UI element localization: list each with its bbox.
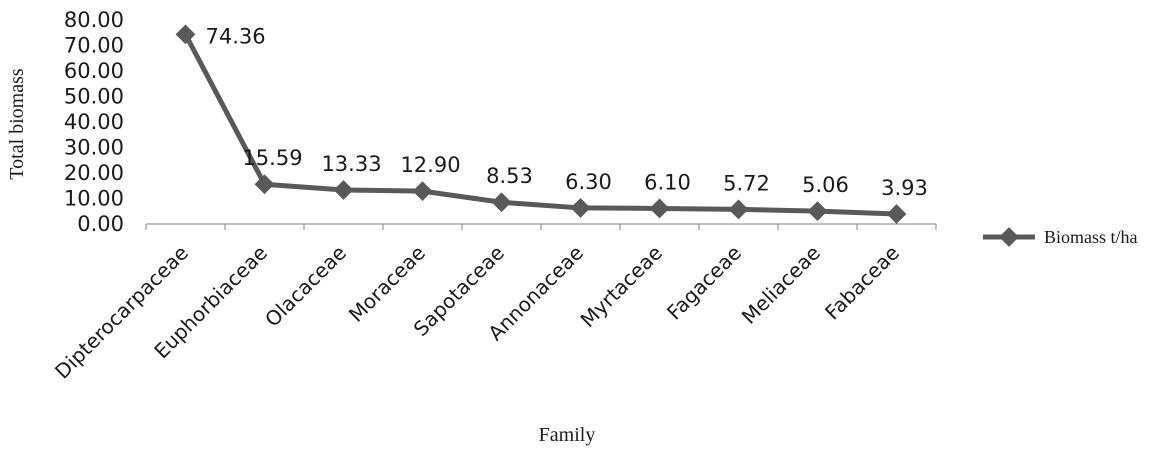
data-label: 5.06 [802, 173, 849, 197]
data-point-marker [649, 198, 670, 219]
data-label: 6.10 [644, 170, 691, 194]
y-tick-label: 50.00 [64, 85, 124, 109]
x-tick-label: Meliaceae [737, 241, 825, 329]
y-tick-label: 40.00 [64, 110, 124, 134]
legend-label: Biomass t/ha [1044, 227, 1138, 247]
x-tick-label: Olacaceae [260, 241, 351, 332]
legend: Biomass t/ha [983, 227, 1138, 247]
data-point-marker [807, 201, 828, 221]
data-label: 6.30 [565, 170, 612, 194]
data-point-marker [491, 192, 512, 213]
y-axis-ticks: 0.0010.0020.0030.0040.0050.0060.0070.008… [64, 8, 124, 236]
y-tick-label: 0.00 [77, 212, 124, 236]
data-point-marker [570, 198, 591, 218]
data-label: 5.72 [723, 171, 770, 195]
x-tick-label: Fabaceae [820, 241, 904, 325]
data-label: 8.53 [486, 164, 533, 188]
series-layer [175, 24, 907, 224]
data-point-marker [886, 204, 907, 224]
data-label: 13.33 [321, 152, 381, 176]
data-point-marker [254, 174, 275, 195]
data-point-marker [412, 181, 433, 202]
data-label: 15.59 [242, 146, 302, 170]
data-point-marker [728, 199, 749, 220]
x-tick-label: Dipterocarpaceae [50, 241, 193, 384]
data-point-marker [175, 24, 196, 45]
y-tick-label: 30.00 [64, 136, 124, 160]
y-axis-title: Total biomass [6, 68, 28, 180]
y-tick-label: 10.00 [64, 187, 124, 211]
series-line [183, 33, 897, 217]
data-point-marker [333, 180, 354, 200]
x-tick-label: Moraceae [344, 241, 430, 327]
data-label: 12.90 [400, 153, 460, 177]
y-tick-label: 70.00 [64, 34, 124, 58]
x-axis-ticks: DipterocarpaceaeEuphorbiaceaeOlacaceaeMo… [50, 224, 937, 384]
data-labels: 74.36 15.59 13.33 12.90 8.53 6.30 6.10 5.72 5.06… [206, 24, 928, 200]
x-tick-label: Fagaceae [662, 241, 746, 325]
y-tick-label: 20.00 [64, 161, 124, 185]
x-tick-label: Myrtaceae [576, 241, 667, 332]
data-label: 3.93 [881, 176, 928, 200]
legend-marker-diamond [999, 227, 1019, 247]
data-label: 74.36 [206, 24, 266, 48]
y-tick-label: 80.00 [64, 8, 124, 32]
y-tick-label: 60.00 [64, 59, 124, 83]
x-axis-title: Family [539, 424, 596, 446]
